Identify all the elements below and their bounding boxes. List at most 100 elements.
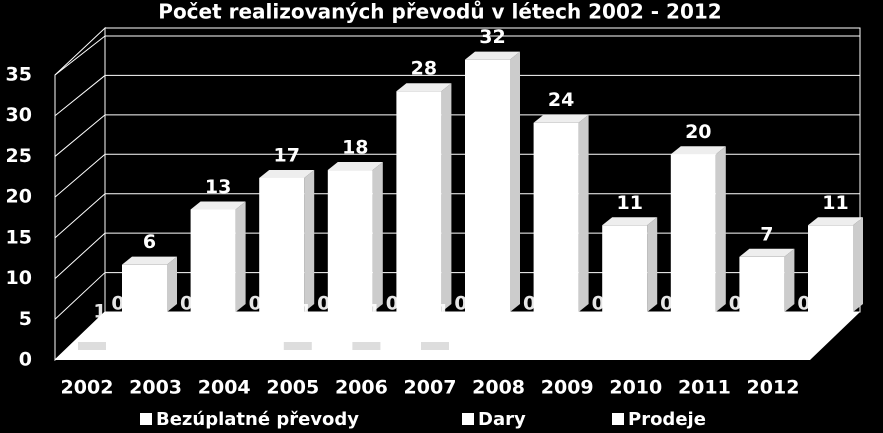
data-label: 0: [660, 292, 673, 314]
bar-top: [670, 146, 726, 155]
data-label: 0: [317, 292, 330, 314]
grid-line: [54, 114, 106, 157]
x-tick-label: 2006: [335, 377, 388, 399]
bar: [190, 209, 236, 312]
bar: [78, 342, 106, 350]
x-tick-label: 2007: [404, 377, 457, 399]
data-label: 11: [616, 192, 642, 214]
y-tick-label: 10: [6, 267, 32, 289]
bar-top: [465, 51, 520, 60]
data-label: 1: [368, 301, 381, 323]
bar: [396, 91, 442, 312]
bar-side: [441, 83, 452, 312]
x-tick-label: 2012: [747, 377, 800, 399]
legend-swatch: [140, 413, 152, 425]
bar: [421, 342, 449, 350]
data-label: 6: [143, 231, 156, 253]
bar-top: [602, 217, 658, 226]
bar-top: [259, 169, 315, 178]
bar: [533, 122, 579, 312]
data-label: 20: [685, 121, 711, 143]
chart-title: Počet realizovaných převodů v létech 200…: [158, 0, 721, 24]
data-label: 0: [523, 292, 536, 314]
data-label: 0: [162, 309, 175, 331]
bar-side: [167, 256, 177, 312]
x-tick-label: 2004: [198, 377, 251, 399]
data-label: 0: [574, 309, 587, 331]
y-tick-label: 30: [6, 104, 32, 126]
data-label: 11: [822, 192, 848, 214]
bar-side: [784, 248, 795, 312]
legend-swatch: [462, 413, 474, 425]
data-label: 0: [111, 292, 124, 314]
bar-top: [122, 256, 177, 265]
data-label: 7: [760, 223, 773, 245]
data-label: 17: [273, 144, 299, 166]
bar-side: [235, 201, 246, 312]
data-label: 24: [548, 89, 574, 111]
data-label: 1: [299, 301, 312, 323]
data-label: 1: [436, 301, 449, 323]
y-tick-label: 5: [19, 308, 32, 330]
data-label: 0: [711, 309, 724, 331]
grid-line: [54, 232, 106, 279]
bar-side: [510, 51, 520, 313]
bar-top: [533, 114, 589, 123]
bar-side: [715, 146, 726, 312]
grid-line: [54, 272, 106, 320]
grid-line: [54, 35, 106, 76]
y-tick-label: 35: [6, 64, 32, 86]
y-tick-label: 0: [19, 349, 32, 371]
data-label: 0: [592, 292, 605, 314]
bar-top: [327, 162, 383, 171]
bar: [602, 225, 648, 312]
data-label: 28: [411, 58, 437, 80]
grid-line: [54, 193, 106, 239]
x-tick-label: 2005: [266, 377, 319, 399]
bar-side: [578, 114, 589, 312]
bar-side: [647, 217, 658, 312]
legend-label: Prodeje: [628, 409, 706, 430]
y-tick-label: 25: [6, 145, 32, 167]
bar: [670, 154, 716, 312]
bar-top: [190, 201, 246, 210]
bar-top: [739, 248, 795, 257]
data-label: 1: [93, 301, 106, 323]
data-label: 0: [797, 292, 810, 314]
bar-top: [396, 83, 452, 92]
bar-side: [853, 217, 863, 312]
bar-side: [304, 169, 315, 312]
bar: [122, 264, 167, 312]
grid-line: [54, 153, 106, 198]
x-tick-label: 2011: [678, 377, 731, 399]
y-tick-label: 15: [6, 226, 32, 248]
x-tick-label: 2010: [609, 377, 662, 399]
data-label: 13: [205, 176, 231, 198]
data-label: 0: [249, 292, 262, 314]
data-label: 0: [454, 292, 467, 314]
data-label: 18: [342, 137, 368, 159]
x-tick-label: 2009: [541, 377, 594, 399]
bar: [352, 342, 381, 350]
grid-line: [54, 75, 106, 117]
x-tick-label: 2003: [129, 377, 182, 399]
bar-top: [808, 217, 863, 226]
legend-swatch: [612, 413, 624, 425]
data-label: 32: [479, 26, 505, 48]
x-tick-label: 2008: [472, 377, 525, 399]
data-label: 0: [180, 292, 193, 314]
bar: [327, 170, 373, 312]
bar: [739, 256, 785, 312]
bar: [465, 59, 510, 313]
x-tick-label: 2002: [61, 377, 114, 399]
bar-side: [372, 162, 383, 312]
data-label: 0: [642, 309, 655, 331]
floor: [55, 312, 860, 360]
y-tick-label: 20: [6, 186, 32, 208]
data-label: 0: [386, 292, 399, 314]
data-label: 0: [729, 292, 742, 314]
legend-label: Bezúplatné převody: [156, 409, 359, 430]
data-label: 0: [505, 309, 518, 331]
data-label: 0: [779, 309, 792, 331]
